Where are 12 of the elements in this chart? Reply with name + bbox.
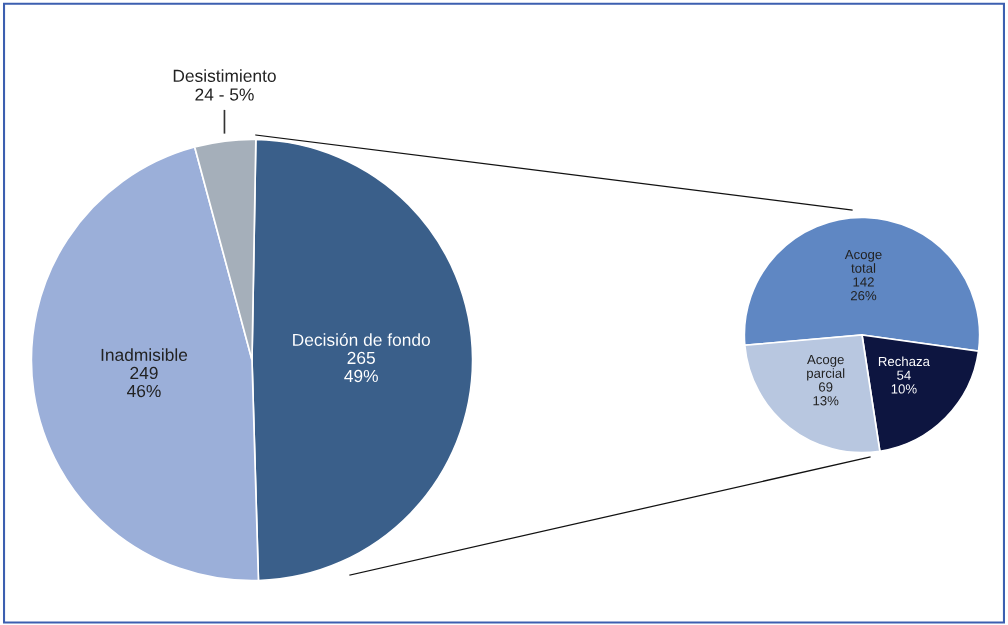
slice-label: Decisión de fondo [293, 333, 430, 346]
data-label: 142 26% [850, 277, 877, 301]
slice-label: Desistimiento [173, 69, 276, 82]
data-label: 249 46% [127, 366, 161, 398]
slice-label: Rechaza [878, 356, 930, 367]
data-label: 54 10% [891, 370, 917, 394]
data-label: 265 49% [344, 351, 378, 383]
data-label: 24 - 5% [195, 88, 254, 101]
slice-label: Acoge total [844, 249, 882, 273]
data-label: 69 13% [813, 382, 839, 406]
slice-label: Acoge parcial [807, 355, 845, 381]
slice-label: Inadmisible [101, 348, 188, 362]
